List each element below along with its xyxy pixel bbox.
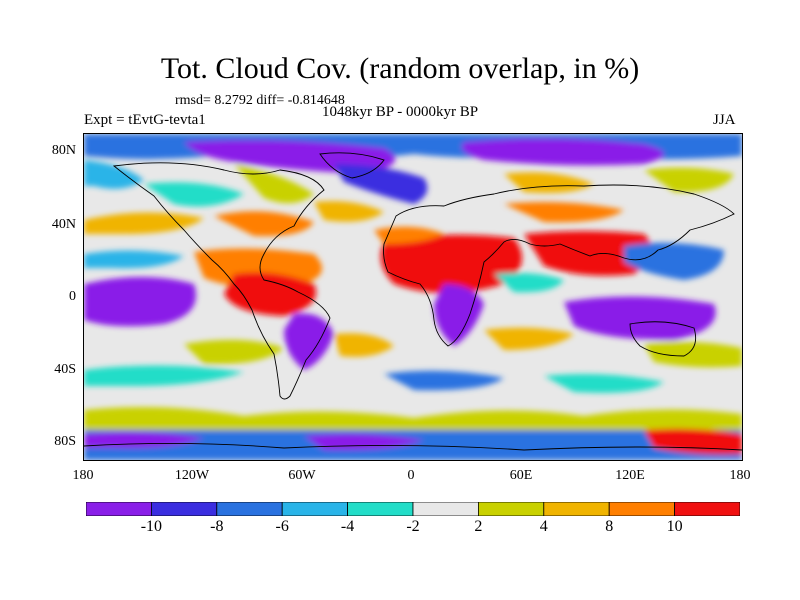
colorbar-label: 2 bbox=[474, 518, 483, 535]
colorbar-swatch bbox=[543, 502, 610, 516]
colorbar-swatch bbox=[477, 502, 545, 516]
colorbar-label: 10 bbox=[666, 518, 683, 535]
anomaly-field bbox=[84, 134, 742, 460]
lon-tick-180w: 180 bbox=[72, 468, 94, 483]
lon-tick-120e: 120E bbox=[615, 468, 645, 483]
lat-tick-0: 0 bbox=[69, 289, 76, 304]
lat-tick-80s: 80S bbox=[54, 434, 76, 449]
colorbar-label: -2 bbox=[406, 518, 420, 535]
colorbar-swatch bbox=[674, 502, 740, 516]
colorbar-swatch bbox=[281, 502, 348, 516]
stats-label: rmsd= 8.2792 diff= -0.814648 bbox=[175, 93, 345, 108]
colorbar-label: -6 bbox=[275, 518, 289, 535]
colorbar-swatch bbox=[216, 502, 283, 516]
colorbar-label: -10 bbox=[140, 518, 163, 535]
coastlines bbox=[84, 152, 742, 451]
lat-tick-40n: 40N bbox=[51, 217, 76, 232]
colorbar-swatch bbox=[412, 502, 479, 516]
colorbar bbox=[86, 502, 740, 516]
colorbar-label: 4 bbox=[539, 518, 548, 535]
colorbar-label: 8 bbox=[605, 518, 614, 535]
map-title: Tot. Cloud Cov. (random overlap, in %) bbox=[160, 52, 640, 85]
colorbar-label: -4 bbox=[340, 518, 355, 535]
map-canvas bbox=[84, 134, 742, 460]
period-label: 1048kyr BP - 0000kyr BP bbox=[322, 104, 479, 120]
cloud-cover-map bbox=[83, 133, 743, 461]
season-label: JJA bbox=[713, 112, 736, 128]
lon-tick-180e: 180 bbox=[729, 468, 751, 483]
lon-tick-60w: 60W bbox=[288, 468, 316, 483]
colorbar-swatch bbox=[347, 502, 414, 516]
lon-tick-120w: 120W bbox=[174, 468, 210, 483]
lon-tick-60e: 60E bbox=[509, 468, 533, 483]
colorbar-swatch bbox=[86, 502, 152, 516]
lat-tick-40s: 40S bbox=[54, 362, 76, 377]
colorbar-swatch bbox=[151, 502, 218, 516]
colorbar-label: -8 bbox=[210, 518, 224, 535]
experiment-label: Expt = tEvtG-tevta1 bbox=[84, 112, 206, 128]
lon-tick-0: 0 bbox=[407, 468, 415, 483]
lat-tick-80n: 80N bbox=[51, 143, 76, 158]
colorbar-swatch bbox=[608, 502, 676, 516]
